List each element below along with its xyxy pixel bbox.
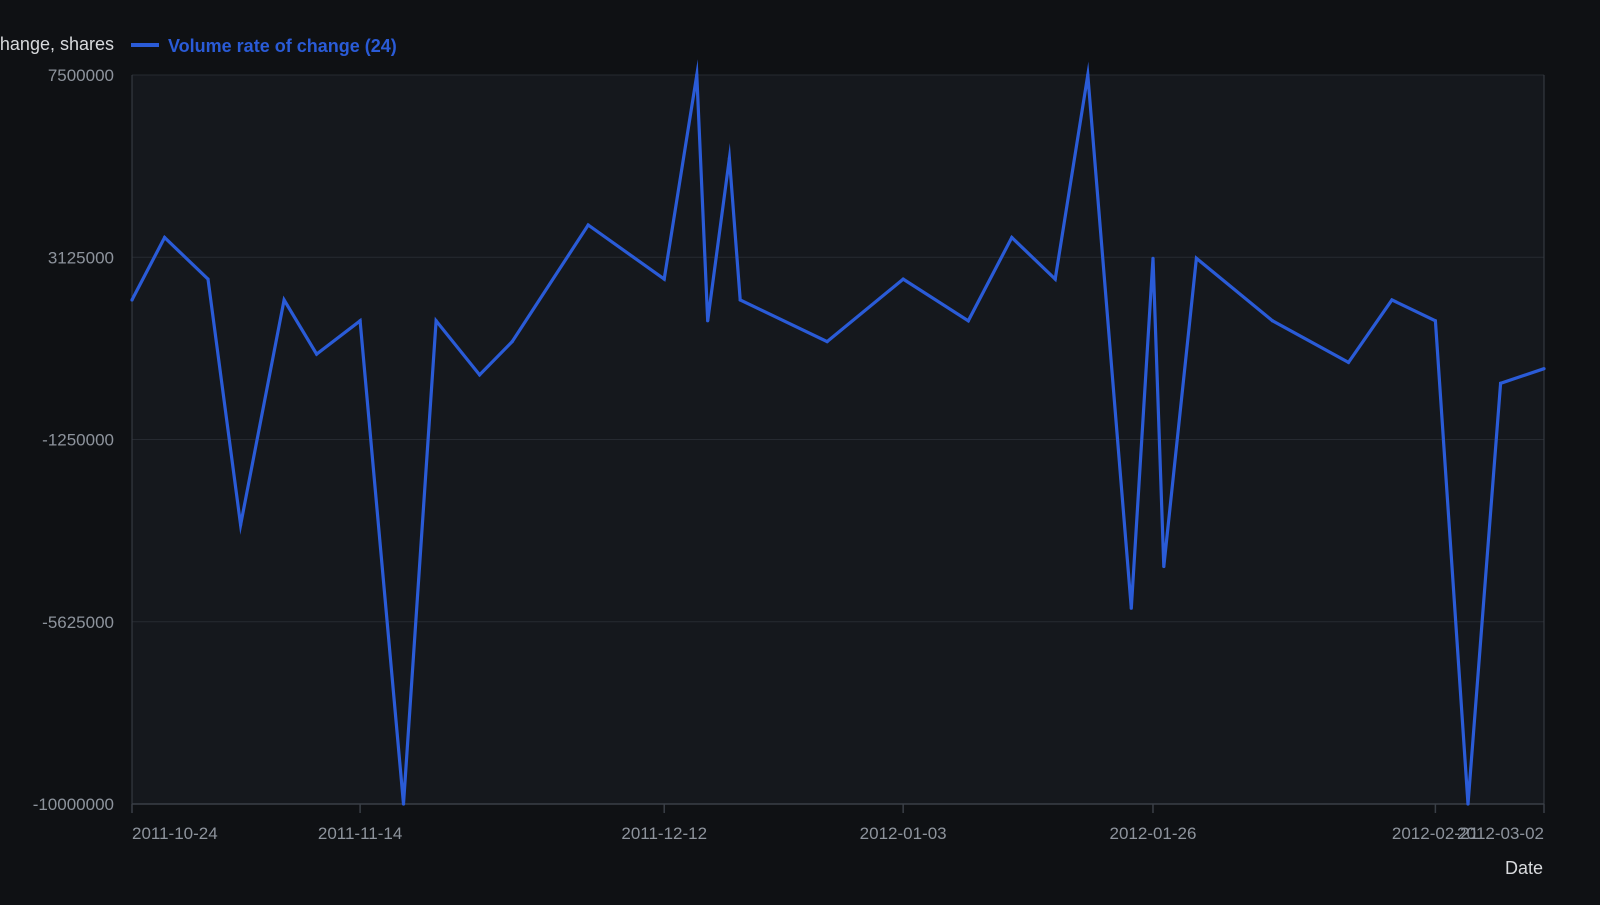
- y-tick-label: -5625000: [42, 613, 114, 632]
- x-tick-label: 2012-01-26: [1110, 824, 1197, 843]
- data-point: [825, 340, 829, 344]
- y-tick-label: -1250000: [42, 431, 114, 450]
- y-tick-label: 7500000: [48, 66, 114, 85]
- x-tick-label: 2011-10-24: [132, 824, 218, 843]
- data-point: [1010, 235, 1014, 240]
- y-tick-label: 3125000: [48, 248, 114, 267]
- y-axis: 7500000 3125000 -1250000 -5625000 -10000000: [33, 66, 114, 814]
- y-tick-label: -10000000: [33, 795, 114, 814]
- legend-label[interactable]: Volume rate of change (24): [168, 36, 397, 56]
- x-axis-label: Date: [1505, 858, 1543, 878]
- data-point: [239, 523, 243, 527]
- data-point: [1346, 360, 1351, 365]
- data-point: [510, 340, 514, 344]
- data-point: [738, 298, 742, 302]
- data-point: [358, 319, 362, 323]
- legend[interactable]: Volume rate of change, shares Volume rat…: [0, 34, 397, 56]
- data-point: [662, 277, 666, 281]
- x-tick-label: 2011-12-12: [621, 824, 707, 843]
- data-point: [727, 156, 731, 160]
- data-point: [1542, 367, 1546, 371]
- x-axis: 2011-10-24 2011-11-14 2011-12-12 2012-01-03…: [131, 803, 1545, 843]
- data-point: [901, 277, 905, 281]
- data-point: [1498, 381, 1503, 385]
- data-point: [1053, 277, 1057, 281]
- data-point: [1390, 298, 1394, 302]
- x-tick-label: 2011-11-14: [318, 824, 402, 843]
- series-line: [130, 59, 1545, 805]
- data-point: [315, 352, 319, 356]
- series-layer: [130, 59, 1546, 806]
- y-axis-label: Volume rate of change, shares: [0, 34, 114, 54]
- data-point: [1162, 564, 1166, 569]
- data-point: [695, 73, 699, 77]
- data-point: [1194, 256, 1199, 260]
- data-point: [706, 319, 710, 323]
- data-point: [162, 235, 167, 240]
- data-point: [206, 277, 210, 281]
- grid-lines: [131, 74, 1545, 805]
- x-tick-label: 2012-01-03: [860, 824, 947, 843]
- data-point: [434, 319, 438, 323]
- data-point: [1466, 802, 1470, 806]
- data-point: [130, 298, 134, 302]
- data-point: [477, 373, 482, 377]
- data-point: [1270, 319, 1275, 323]
- data-point: [282, 298, 286, 302]
- data-point: [1151, 256, 1155, 260]
- data-point: [1129, 606, 1133, 610]
- data-point: [401, 802, 406, 806]
- data-point: [1086, 73, 1090, 77]
- x-tick-label: 2012-02-21: [1392, 824, 1479, 843]
- data-point: [1433, 319, 1437, 323]
- data-point: [586, 223, 590, 227]
- data-point: [966, 319, 970, 323]
- x-tick-label: 2012-03-02: [1457, 824, 1544, 843]
